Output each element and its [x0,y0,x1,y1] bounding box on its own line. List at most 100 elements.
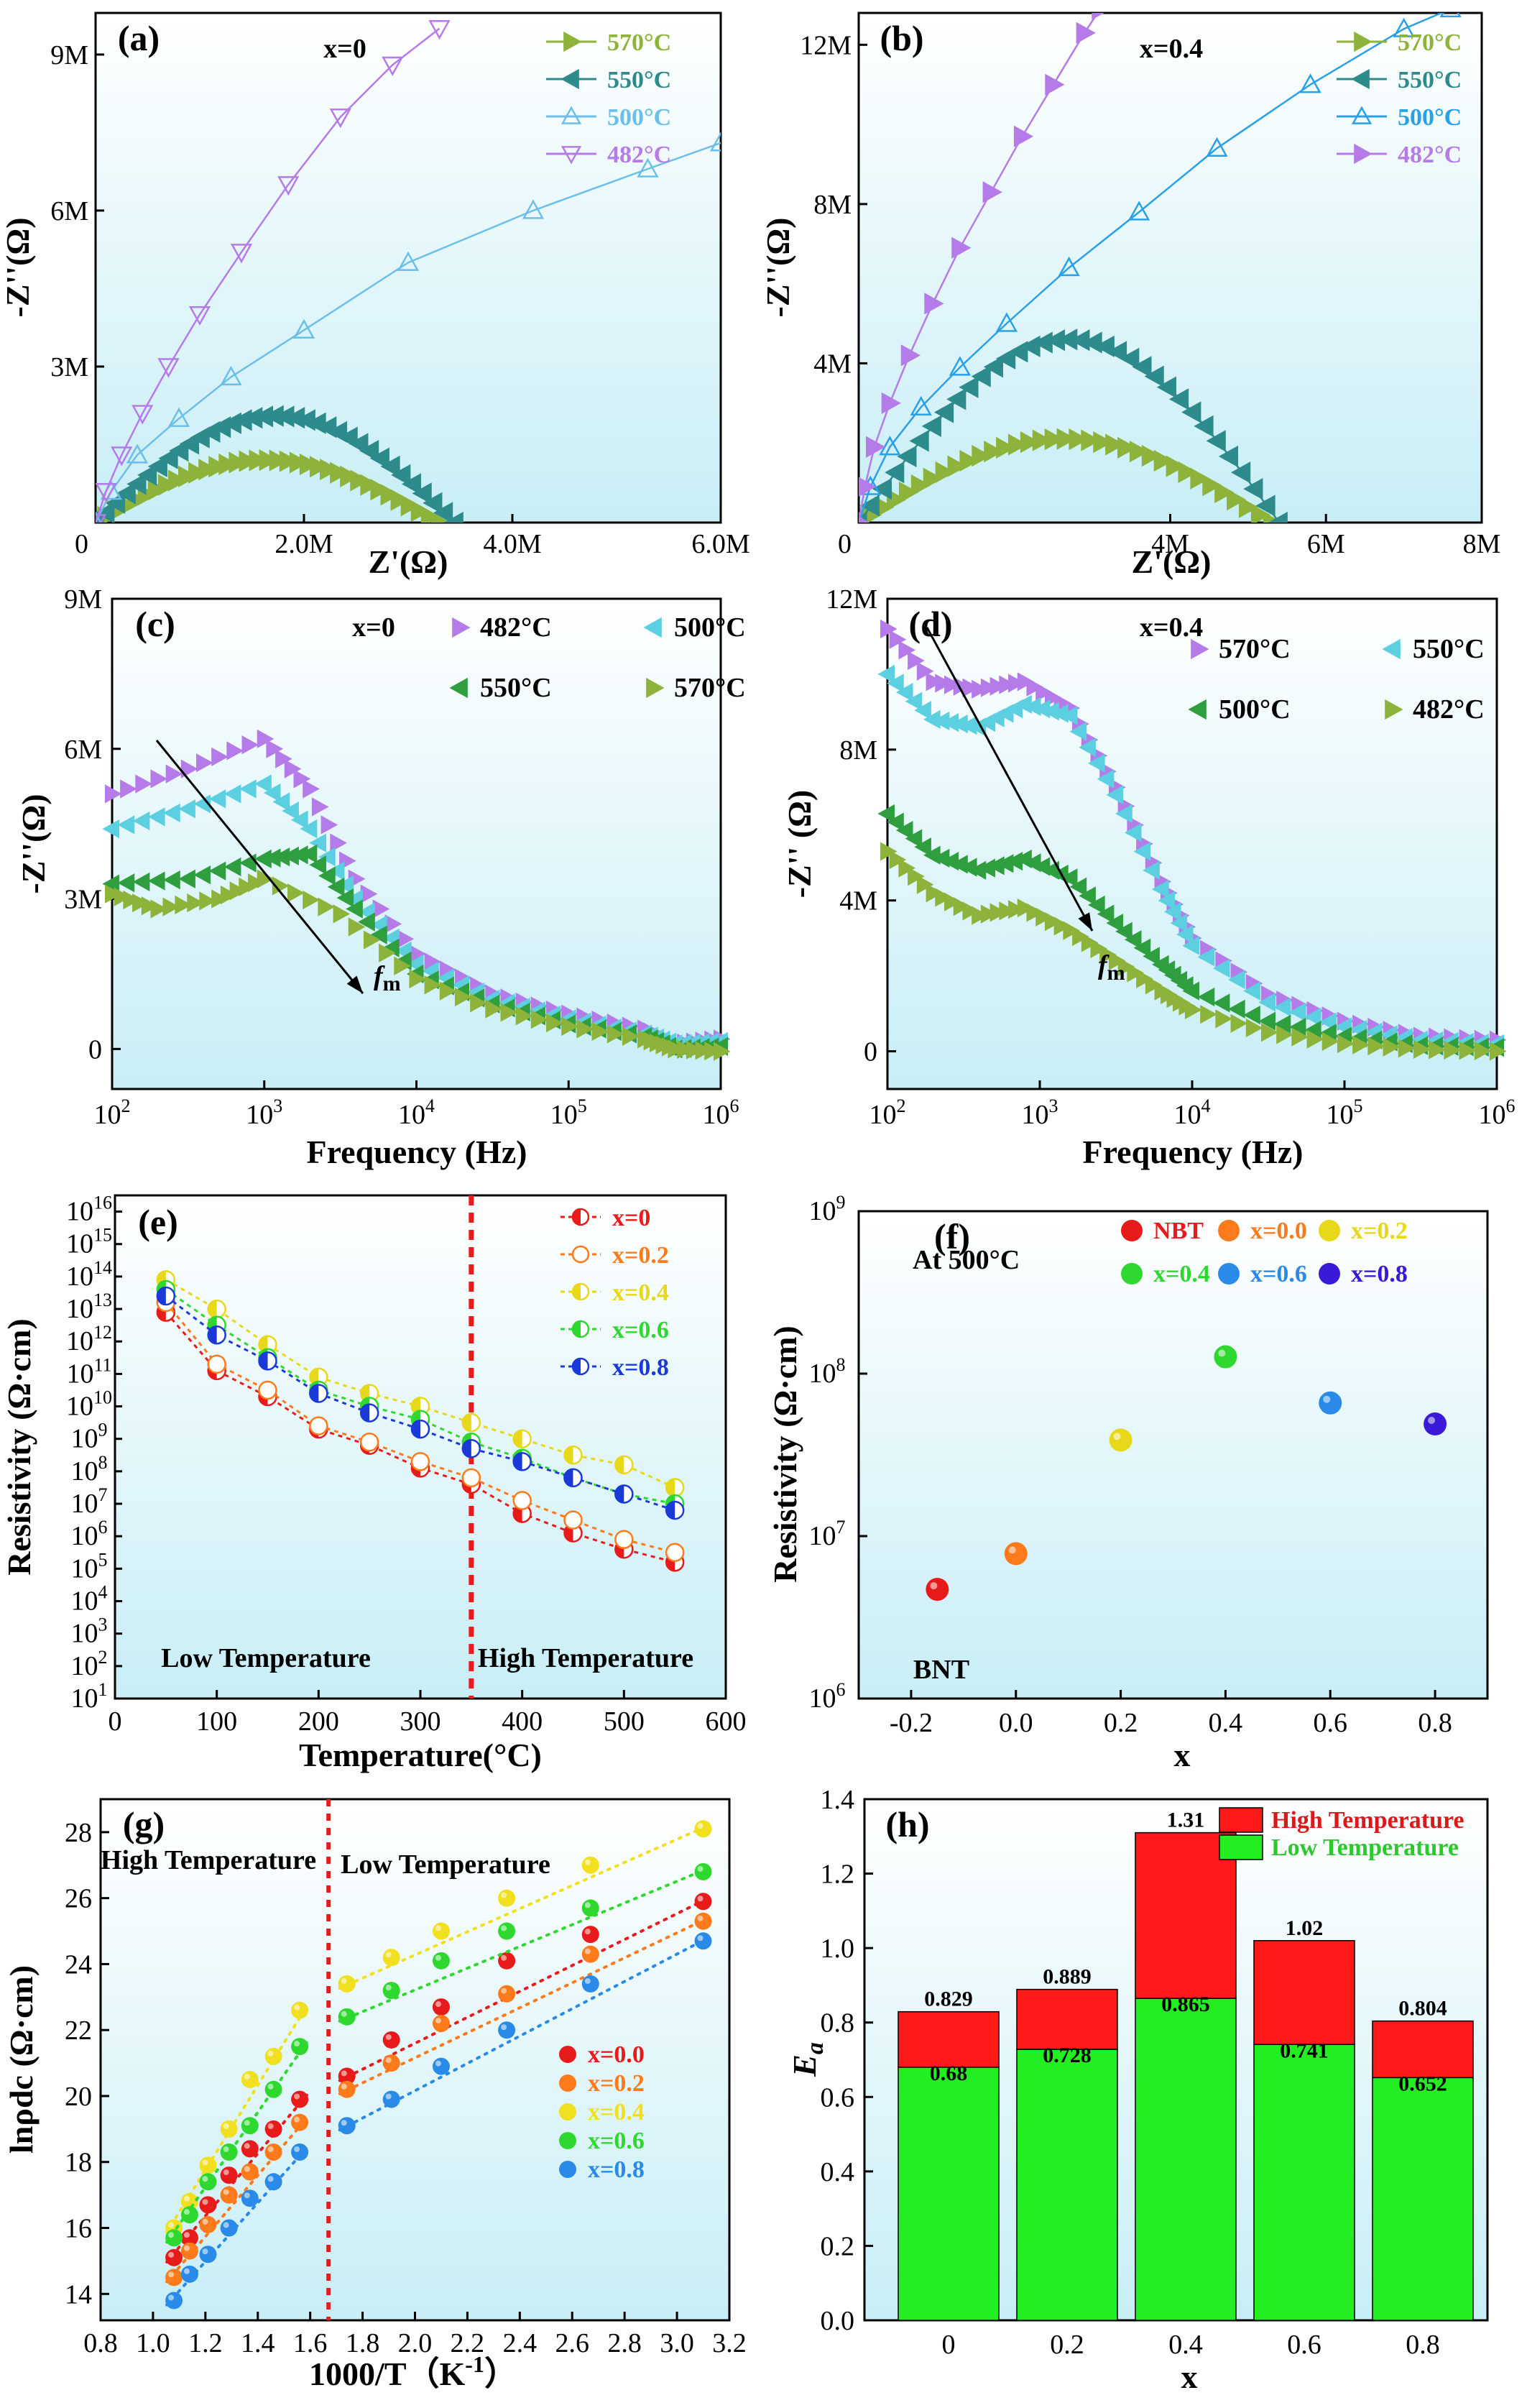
data-point-fill [310,1384,319,1402]
y-axis-label: -Z'' (Ω) [781,790,818,899]
data-point [137,464,157,487]
x-tick-label: 0.8 [83,2328,118,2358]
data-point-highlight [1428,1417,1436,1425]
panel-d-background [887,599,1497,1089]
x-tick-label: 105 [1327,1095,1363,1130]
x-tick-label: 1.0 [136,2328,170,2358]
annotation: x=0 [352,612,395,643]
x-tick-label: 1.4 [241,2328,275,2358]
bar-label-low: 0.728 [1043,2044,1092,2067]
series-550°C [859,328,1288,523]
y-tick-label: 0.6 [821,2082,855,2113]
data-point [1069,877,1087,896]
data-point-highlight [267,2123,274,2129]
series-482°C [880,842,1507,1061]
data-point-highlight [501,1954,507,1961]
data-point [1056,428,1076,450]
data-point [433,502,453,523]
legend-marker [1354,143,1373,165]
data-point [291,2090,309,2108]
bar-low-temperature [898,2067,1000,2321]
data-point [1291,1027,1309,1047]
data-point [257,729,275,748]
data-point [199,2196,217,2214]
data-point-highlight [584,1859,591,1865]
data-point [349,433,369,455]
data-point-highlight [385,2093,392,2100]
data-point [226,741,244,760]
data-point [909,430,929,452]
y-tick-label: 0.4 [821,2157,855,2187]
data-point [1153,449,1173,472]
data-point [695,1041,713,1060]
x-tick-label: 0.4 [1209,1708,1243,1738]
y-tick-label: 108 [71,1452,108,1486]
data-point-highlight [168,2232,175,2238]
data-point [704,1041,721,1061]
data-point [223,857,241,877]
data-point-fill [666,1502,675,1520]
data-point [522,199,545,219]
legend-swatch [1219,1807,1263,1833]
data-point [859,495,880,517]
data-point [1214,481,1235,504]
data-point [908,866,925,886]
data-point [1007,433,1028,456]
data-point [141,896,159,916]
data-point [887,489,907,511]
data-point [1258,1011,1276,1031]
data-point [96,511,102,523]
data-point [1424,1412,1447,1436]
y-tick-label: 1014 [66,1257,112,1292]
data-point [196,753,213,773]
data-point [1087,895,1105,915]
data-point [614,1530,634,1549]
y-tick-label: 14 [65,2279,92,2310]
data-point [309,833,327,853]
data-point [241,2071,259,2089]
panel-label: (b) [880,18,923,58]
data-point-highlight [294,2146,300,2152]
legend-marker [1385,699,1403,720]
panel-label: (e) [138,1202,178,1242]
data-point [287,883,305,903]
data-point [132,872,150,892]
x-tick-label: 400 [502,1706,543,1737]
x-tick-label: 106 [703,1095,739,1130]
legend-label: 500°C [607,104,671,131]
data-point [1288,1002,1306,1022]
data-point [1136,969,1153,988]
data-point-highlight [183,2232,190,2238]
data-point [291,2038,309,2056]
legend-label: x=0.8 [1351,1261,1408,1287]
x-tick-label: 8M [1463,529,1501,559]
data-point [309,855,327,875]
legend-label: x=0.8 [612,1354,669,1381]
data-point [1060,706,1078,725]
y-tick-label: 1012 [66,1322,112,1356]
legend-marker [560,68,579,90]
y-tick-label: 4M [813,349,852,379]
y-axis-label: lnρdc (Ω·cm) [3,1965,40,2154]
data-point [96,502,115,523]
y-tick-label: 12M [800,30,852,60]
legend-marker [563,31,582,52]
x-tick-label: 2.4 [503,2328,538,2358]
legend-marker [560,106,582,124]
bar-label-low: 0.865 [1161,1993,1210,2016]
y-axis-label: -Z''(Ω) [0,217,36,317]
data-point [199,891,216,911]
data-point [498,1889,516,1907]
legend-label: 570°C [607,29,671,56]
data-point [264,2173,282,2191]
legend-label: 550°C [480,673,552,703]
region-low-label: Low Temperature [341,1849,550,1880]
legend-label: x=0.2 [588,2070,645,2097]
legend-marker-fill [573,1359,581,1374]
x-tick-label: 600 [706,1706,747,1737]
data-point [293,769,311,789]
panel-f-background [859,1211,1487,1699]
series-570°C [104,869,731,1061]
data-point [126,473,147,495]
y-tick-label: 6M [64,735,102,765]
